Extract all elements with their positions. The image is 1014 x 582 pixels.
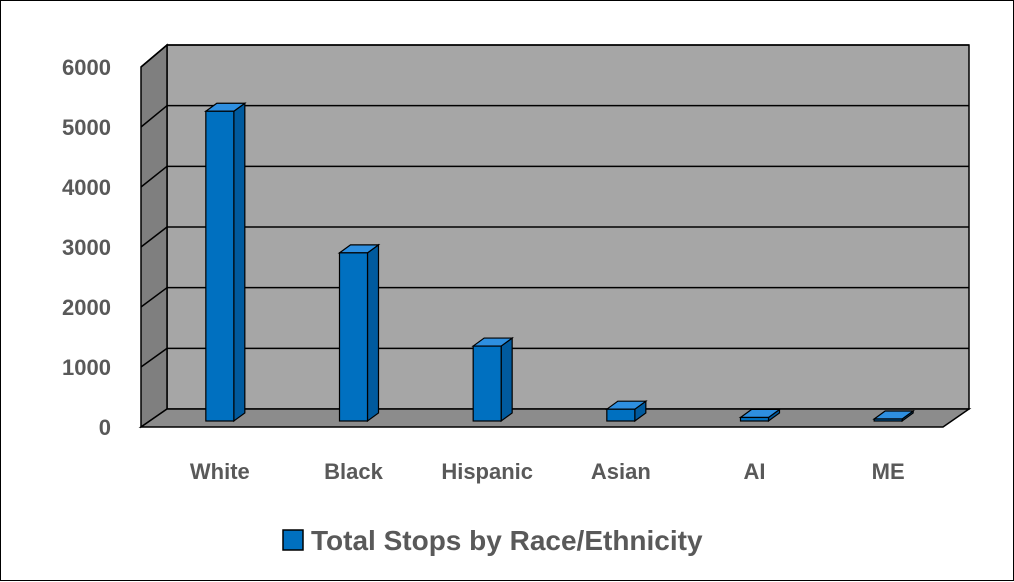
y-tick-label: 6000 bbox=[62, 55, 111, 80]
bar-front bbox=[739, 416, 770, 422]
x-axis-ticks: White Black Hispanic Asian AI ME bbox=[190, 459, 905, 484]
gridline-side bbox=[140, 105, 168, 128]
y-tick-label: 2000 bbox=[62, 295, 111, 320]
bar-front bbox=[205, 110, 235, 422]
y-tick-label: 0 bbox=[99, 415, 111, 440]
bar-side bbox=[366, 243, 380, 423]
bar-front bbox=[338, 252, 369, 422]
plot-walls bbox=[138, 43, 972, 429]
legend-label: Total Stops by Race/Ethnicity bbox=[311, 525, 703, 556]
gridline-side bbox=[140, 287, 168, 308]
bar-ai bbox=[738, 408, 782, 423]
gridline-side bbox=[140, 44, 168, 68]
legend-swatch bbox=[282, 529, 304, 551]
bar-side bbox=[233, 102, 246, 423]
bars bbox=[203, 102, 916, 423]
bar-front bbox=[606, 408, 636, 422]
x-tick-label: Hispanic bbox=[441, 459, 533, 484]
y-tick-label: 3000 bbox=[62, 235, 111, 260]
y-tick-label: 4000 bbox=[62, 175, 111, 200]
bar-hispanic bbox=[471, 336, 515, 423]
gridlines bbox=[140, 44, 969, 368]
floor bbox=[138, 408, 972, 428]
x-tick-label: White bbox=[190, 459, 250, 484]
gridline-side bbox=[140, 165, 168, 188]
y-axis-ticks: 0 1000 2000 3000 4000 5000 6000 bbox=[62, 55, 111, 440]
bar-side bbox=[500, 336, 513, 423]
legend: Total Stops by Race/Ethnicity bbox=[282, 525, 703, 556]
bar-white bbox=[203, 102, 247, 423]
x-tick-label: AI bbox=[744, 459, 766, 484]
x-tick-label: ME bbox=[872, 459, 905, 484]
x-tick-label: Asian bbox=[591, 459, 651, 484]
x-tick-label: Black bbox=[324, 459, 383, 484]
bar-asian bbox=[604, 400, 648, 423]
y-tick-label: 5000 bbox=[62, 115, 111, 140]
bar-me bbox=[872, 409, 916, 423]
gridline-side bbox=[140, 347, 168, 368]
bar-front bbox=[472, 345, 502, 422]
bar-front bbox=[873, 418, 903, 422]
side-wall bbox=[140, 43, 168, 429]
y-tick-label: 1000 bbox=[62, 355, 111, 380]
bar-black bbox=[337, 243, 381, 423]
gridline-side bbox=[140, 226, 168, 248]
